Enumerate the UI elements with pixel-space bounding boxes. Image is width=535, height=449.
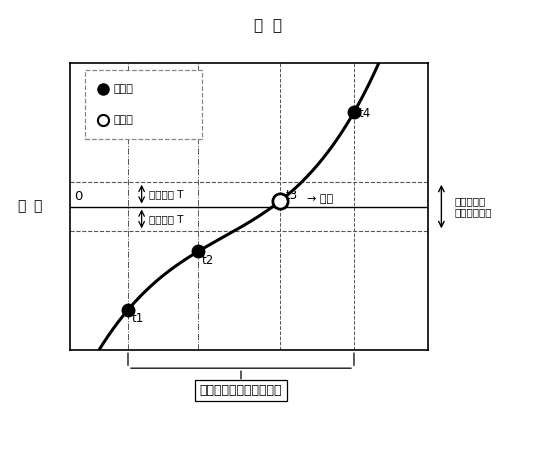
Text: → 時間: → 時間 (307, 194, 333, 204)
Text: 潮流反転の
判定しきい値: 潮流反転の 判定しきい値 (455, 196, 492, 217)
Text: t3: t3 (286, 189, 298, 202)
Text: 流: 流 (33, 199, 42, 214)
Text: 電: 電 (17, 199, 26, 214)
Text: t2: t2 (202, 254, 215, 267)
Text: t4: t4 (358, 107, 371, 120)
Text: 有効な３時刻の計測信号: 有効な３時刻の計測信号 (200, 384, 282, 397)
Text: 有効：: 有効： (113, 84, 133, 94)
Text: 無効：: 無効： (113, 115, 133, 125)
Text: 図  ５: 図 ５ (254, 18, 281, 33)
Text: しきい値 T: しきい値 T (149, 214, 183, 224)
Text: しきい値 T: しきい値 T (149, 189, 183, 199)
FancyBboxPatch shape (85, 70, 202, 139)
Text: 0: 0 (74, 190, 82, 203)
Text: t1: t1 (132, 313, 144, 326)
